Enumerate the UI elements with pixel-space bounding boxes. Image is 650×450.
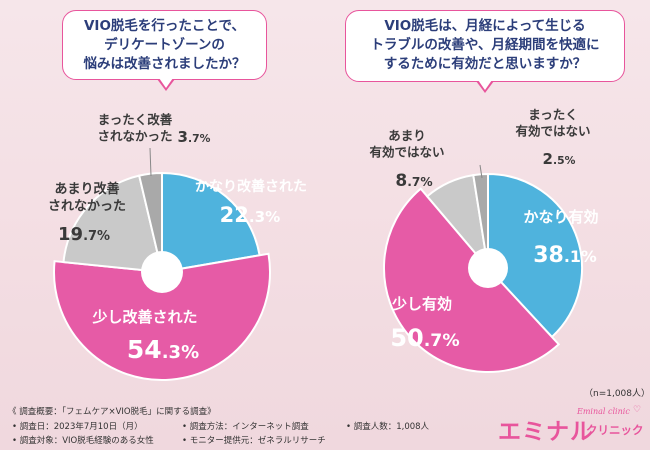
pie-right-slice-4 xyxy=(472,172,489,269)
brand-tagline: Eminal clinic xyxy=(577,407,630,416)
pie-right-slice-1 xyxy=(487,172,583,339)
survey-heading: 《 調査概要：「フェムケア×VIO脱毛」に関する調査》 xyxy=(8,407,216,417)
question-right-tail-fill xyxy=(477,80,492,90)
pie-right-slice-2 xyxy=(383,187,561,374)
pie-right-leader-4 xyxy=(479,164,483,179)
pie-right-value-3: 8.7% xyxy=(395,171,432,191)
survey-target: • 調査対象：VIO脱毛経験のある女性 xyxy=(12,436,154,446)
sample-size: （n=1,008人） xyxy=(584,389,650,399)
pie-right-value-1: 38.1% xyxy=(533,243,597,268)
survey-date: • 調査日：2023年7月10日（月） xyxy=(12,422,143,432)
pie-left-label-2: 少し改善された xyxy=(91,308,197,326)
pie-right-value-2: 50.7% xyxy=(390,324,459,352)
pie-left-slice-2 xyxy=(53,252,271,382)
question-left-line-2: デリケートゾーンの xyxy=(104,37,225,53)
pie-left-label-3: あまり改善されなかった xyxy=(48,181,126,214)
pie-left-label-1: かなり改善された xyxy=(195,178,307,195)
pie-left-value-1: 22.3% xyxy=(220,203,281,227)
pie-left-center-hole xyxy=(141,251,183,293)
brand-name-sub: クリニック xyxy=(586,423,644,437)
question-right-line-3: するために有効だと思いますか？ xyxy=(383,56,587,72)
survey-count: • 調査人数：1,008人 xyxy=(346,422,430,432)
pie-right-label-4: まったく有効ではない xyxy=(515,107,590,139)
question-bubble-left: VIO脱毛を行ったことで、 デリケートゾーンの 悩みは改善されましたか？ xyxy=(62,10,267,80)
survey-provider: • モニター提供元：ゼネラルリサーチ xyxy=(182,436,326,446)
brand-name-main: エミナル xyxy=(498,419,594,445)
pie-right-label-3: あまり有効ではない xyxy=(369,128,444,160)
question-left-line-1: VIO脱毛を行ったことで、 xyxy=(83,18,245,34)
pie-left-slice-3 xyxy=(62,174,164,274)
pie-left-slice-1 xyxy=(161,171,261,274)
pie-right-value-4: 2.5% xyxy=(543,150,576,168)
pie-left-value-2: 54.3% xyxy=(127,335,199,364)
pie-left-label-4: まったく改善されなかった xyxy=(97,112,172,144)
pie-left-leader-4 xyxy=(149,147,152,177)
pie-left-value-4: 3.7% xyxy=(178,128,211,146)
pie-left-value-3: 19.7% xyxy=(58,224,110,245)
brand-heart-icon: ♡ xyxy=(633,405,642,415)
question-bubble-right: VIO脱毛は、月経によって生じる トラブルの改善や、月経期間を快適に するために… xyxy=(345,10,625,82)
survey-method: • 調査方法：インターネット調査 xyxy=(182,422,309,432)
question-left-tail-fill xyxy=(158,78,173,88)
pie-right-label-2: 少し有効 xyxy=(391,295,452,313)
question-right-line-2: トラブルの改善や、月経期間を快適に xyxy=(370,37,600,53)
pie-right-label-1: かなり有効 xyxy=(523,208,598,226)
pie-right-center-hole xyxy=(468,248,508,288)
question-right-line-1: VIO脱毛は、月経によって生じる xyxy=(384,18,586,34)
question-left-line-3: 悩みは改善されましたか？ xyxy=(83,56,246,72)
